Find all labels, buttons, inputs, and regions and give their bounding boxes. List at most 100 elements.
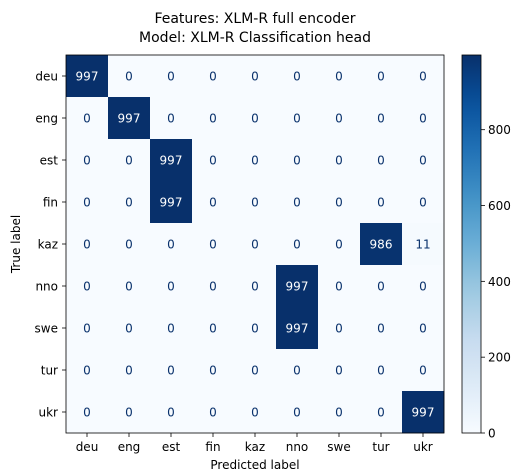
matrix-cell [402, 139, 445, 182]
matrix-cell [108, 181, 151, 224]
matrix-cell [66, 55, 109, 98]
cell-value-label: 0 [251, 280, 259, 294]
cell-value-label: 0 [209, 364, 217, 378]
matrix-cell [150, 223, 193, 266]
cell-value-label: 0 [377, 406, 385, 420]
cell-value-label: 0 [251, 112, 259, 126]
cell-value-label: 0 [167, 364, 175, 378]
cell-value-label: 986 [370, 238, 393, 252]
cell-value-label: 997 [160, 154, 183, 168]
cell-value-label: 0 [83, 364, 91, 378]
matrix-cell [276, 181, 319, 224]
matrix-cell [318, 391, 361, 434]
cell-value-label: 0 [83, 406, 91, 420]
matrix-cell [150, 349, 193, 392]
colorbar-tick-label: 200 [488, 351, 511, 365]
chart-title-line: Model: XLM-R Classification head [139, 30, 371, 46]
matrix-cell [402, 97, 445, 140]
cell-value-label: 997 [412, 406, 435, 420]
matrix-cell [192, 97, 235, 140]
colorbar-ticks: 0 200 400 600 800 [481, 123, 511, 441]
y-axis-ticks: deu eng est fin kaz nno swe tur ukr [35, 70, 66, 420]
cell-value-label: 0 [83, 322, 91, 336]
cell-value-label: 0 [419, 154, 427, 168]
matrix-cell [318, 139, 361, 182]
matrix-cell [108, 139, 151, 182]
y-tick-label: nno [35, 280, 58, 294]
cell-value-label: 0 [167, 238, 175, 252]
matrix-cell [66, 97, 109, 140]
cell-value-label: 0 [251, 154, 259, 168]
cell-value-label: 0 [251, 406, 259, 420]
matrix-cell [66, 349, 109, 392]
cell-value-label: 0 [293, 196, 301, 210]
matrix-cell [192, 139, 235, 182]
cell-value-label: 0 [209, 112, 217, 126]
matrix-cell [276, 391, 319, 434]
matrix-cell [318, 349, 361, 392]
cell-value-label: 0 [83, 154, 91, 168]
matrix-cell [108, 223, 151, 266]
cell-value-label: 0 [419, 280, 427, 294]
matrix-cell [66, 223, 109, 266]
cell-value-label: 0 [209, 280, 217, 294]
matrix-cell [192, 307, 235, 350]
matrix-cell [66, 181, 109, 224]
cell-value-label: 0 [419, 112, 427, 126]
matrix-cell [402, 307, 445, 350]
colorbar [461, 54, 482, 434]
cell-value-label: 0 [209, 70, 217, 84]
x-tick-label: eng [118, 440, 141, 454]
cell-value-label: 0 [293, 154, 301, 168]
cell-value-label: 0 [377, 280, 385, 294]
cell-value-label: 997 [76, 70, 99, 84]
matrix-cell [108, 265, 151, 308]
cell-value-label: 0 [251, 238, 259, 252]
cell-value-label: 0 [209, 154, 217, 168]
matrix-cell [276, 307, 319, 350]
cell-value-label: 0 [293, 70, 301, 84]
y-tick-label: kaz [38, 238, 58, 252]
matrix-cell [234, 265, 277, 308]
y-tick-label: est [40, 154, 59, 168]
matrix-cell [360, 55, 403, 98]
cell-value-label: 0 [419, 70, 427, 84]
matrix-cell [402, 55, 445, 98]
matrix-cell [192, 55, 235, 98]
matrix-cell [402, 349, 445, 392]
matrix-cell [276, 139, 319, 182]
cell-value-label: 11 [415, 238, 430, 252]
y-tick-label: eng [35, 112, 58, 126]
matrix-cell [318, 307, 361, 350]
matrix-cell [150, 97, 193, 140]
matrix-cell [402, 265, 445, 308]
matrix-cell [360, 139, 403, 182]
cell-value-label: 0 [167, 322, 175, 336]
matrix-cell [276, 223, 319, 266]
matrix-cell [402, 391, 445, 434]
y-axis-label: True label [9, 215, 23, 274]
colorbar-tick-label: 400 [488, 275, 511, 289]
cell-value-label: 0 [251, 196, 259, 210]
colorbar-tick-label: 600 [488, 199, 511, 213]
matrix-cell [318, 181, 361, 224]
cell-value-label: 0 [335, 154, 343, 168]
y-tick-label: tur [41, 364, 58, 378]
cell-value-label: 0 [377, 364, 385, 378]
cell-value-label: 0 [83, 112, 91, 126]
matrix-cell [276, 97, 319, 140]
matrix-cells: 997 0 0 0 0 0 0 0 0 0 997 0 0 0 0 0 0 0 0 0 997 0 0 0 0 0 0 0 0 997 0 0… [66, 55, 445, 434]
matrix-cell [360, 307, 403, 350]
matrix-cell [108, 55, 151, 98]
cell-value-label: 0 [167, 112, 175, 126]
x-tick-label: deu [76, 440, 99, 454]
cell-value-label: 0 [209, 322, 217, 336]
cell-value-label: 0 [209, 406, 217, 420]
matrix-cell [234, 55, 277, 98]
matrix-cell [234, 139, 277, 182]
cell-value-label: 0 [251, 322, 259, 336]
cell-value-label: 0 [335, 364, 343, 378]
matrix-cell [150, 55, 193, 98]
colorbar-tick-label: 0 [488, 427, 496, 441]
cell-value-label: 997 [286, 280, 309, 294]
